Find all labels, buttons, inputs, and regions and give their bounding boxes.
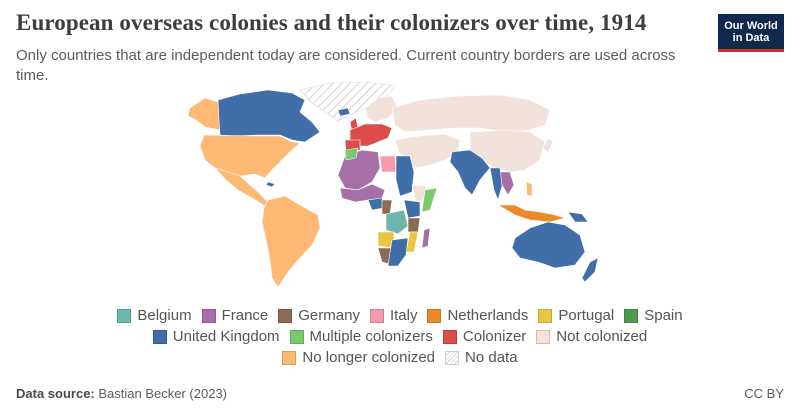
license-link[interactable]: CC BY <box>744 386 784 401</box>
legend-item-belgium[interactable]: Belgium <box>117 307 192 324</box>
legend-swatch <box>442 329 457 344</box>
legend-swatch <box>369 308 384 323</box>
legend-swatch <box>289 329 304 344</box>
chart-subtitle: Only countries that are independent toda… <box>16 47 676 84</box>
region-indonesia[interactable] <box>497 204 566 223</box>
legend-swatch <box>201 308 216 323</box>
region-congo[interactable] <box>385 209 409 235</box>
region-egypt-sudan[interactable] <box>395 155 415 197</box>
region-cameroon[interactable] <box>381 199 393 215</box>
data-source-label: Data source: <box>16 386 95 401</box>
region-east-africa-uk[interactable] <box>403 199 421 219</box>
legend-label: Netherlands <box>447 307 529 324</box>
legend-label: Portugal <box>558 307 615 324</box>
region-india[interactable] <box>449 149 491 196</box>
legend-label: Multiple colonizers <box>309 328 433 345</box>
legend-item-france[interactable]: France <box>201 307 269 324</box>
legend-item-colonizer[interactable]: Colonizer <box>442 328 527 345</box>
region-south-america[interactable] <box>261 195 321 288</box>
legend-swatch <box>152 329 167 344</box>
legend-swatch <box>624 308 639 323</box>
region-morocco[interactable] <box>344 147 359 161</box>
legend-label: No longer colonized <box>302 349 436 366</box>
data-source: Data source: Bastian Becker (2023) <box>16 386 227 401</box>
region-somalia[interactable] <box>421 187 438 213</box>
region-usa[interactable] <box>199 134 301 179</box>
legend-item-spain[interactable]: Spain <box>624 307 683 324</box>
legend-row: United Kingdom Multiple colonizers Coloniz… <box>0 326 800 347</box>
region-alaska[interactable] <box>187 97 221 131</box>
legend-swatch <box>117 308 132 323</box>
region-south-africa[interactable] <box>387 237 409 267</box>
legend-item-no-longer-colonized[interactable]: No longer colonized <box>282 349 435 366</box>
footer: Data source: Bastian Becker (2023) CC BY <box>16 386 784 401</box>
region-japan[interactable] <box>542 137 554 153</box>
legend-swatch <box>445 350 460 365</box>
legend-item-united-kingdom[interactable]: United Kingdom <box>152 328 280 345</box>
legend-label: Italy <box>389 307 418 324</box>
world-map <box>187 81 599 288</box>
legend-label: Not colonized <box>556 328 648 345</box>
legend: Belgium France Germany Italy Netherlands Port… <box>0 305 800 368</box>
region-north-africa-france[interactable] <box>337 149 381 191</box>
legend-label: France <box>221 307 269 324</box>
legend-label: United Kingdom <box>172 328 280 345</box>
chart-title: European overseas colonies and their col… <box>16 10 647 35</box>
region-new-zealand[interactable] <box>581 257 599 283</box>
legend-item-germany[interactable]: Germany <box>278 307 360 324</box>
legend-swatch <box>538 308 553 323</box>
legend-label: Spain <box>644 307 683 324</box>
region-russia[interactable] <box>391 94 551 133</box>
legend-item-no-data[interactable]: No data <box>445 349 518 366</box>
legend-label: Germany <box>298 307 360 324</box>
region-canada[interactable] <box>217 89 321 143</box>
legend-label: No data <box>465 349 518 366</box>
region-png[interactable] <box>567 211 589 223</box>
legend-item-netherlands[interactable]: Netherlands <box>427 307 528 324</box>
legend-label: Belgium <box>137 307 192 324</box>
region-libya[interactable] <box>379 155 397 173</box>
region-australia[interactable] <box>511 221 586 269</box>
legend-label: Colonizer <box>462 328 527 345</box>
region-philippines[interactable] <box>525 181 533 197</box>
legend-item-italy[interactable]: Italy <box>369 307 418 324</box>
legend-swatch <box>536 329 551 344</box>
legend-row: No longer colonized No data <box>0 347 800 368</box>
legend-swatch <box>282 350 297 365</box>
region-iceland[interactable] <box>337 107 351 117</box>
legend-item-portugal[interactable]: Portugal <box>538 307 614 324</box>
logo-line-1: Our World <box>724 20 778 32</box>
owid-logo[interactable]: Our World in Data <box>718 14 784 52</box>
region-madagascar[interactable] <box>421 227 431 249</box>
legend-item-multiple-colonizers[interactable]: Multiple colonizers <box>289 328 433 345</box>
data-source-value[interactable]: Bastian Becker (2023) <box>98 386 227 401</box>
legend-swatch <box>427 308 442 323</box>
legend-item-not-colonized[interactable]: Not colonized <box>536 328 647 345</box>
region-indochina[interactable] <box>499 171 515 196</box>
region-tanzania[interactable] <box>407 217 421 233</box>
logo-line-2: in Data <box>732 32 770 44</box>
region-burma-malaya[interactable] <box>489 167 503 201</box>
legend-row: Belgium France Germany Italy Netherlands Port… <box>0 305 800 326</box>
region-nigeria[interactable] <box>367 197 385 211</box>
legend-swatch <box>278 308 293 323</box>
